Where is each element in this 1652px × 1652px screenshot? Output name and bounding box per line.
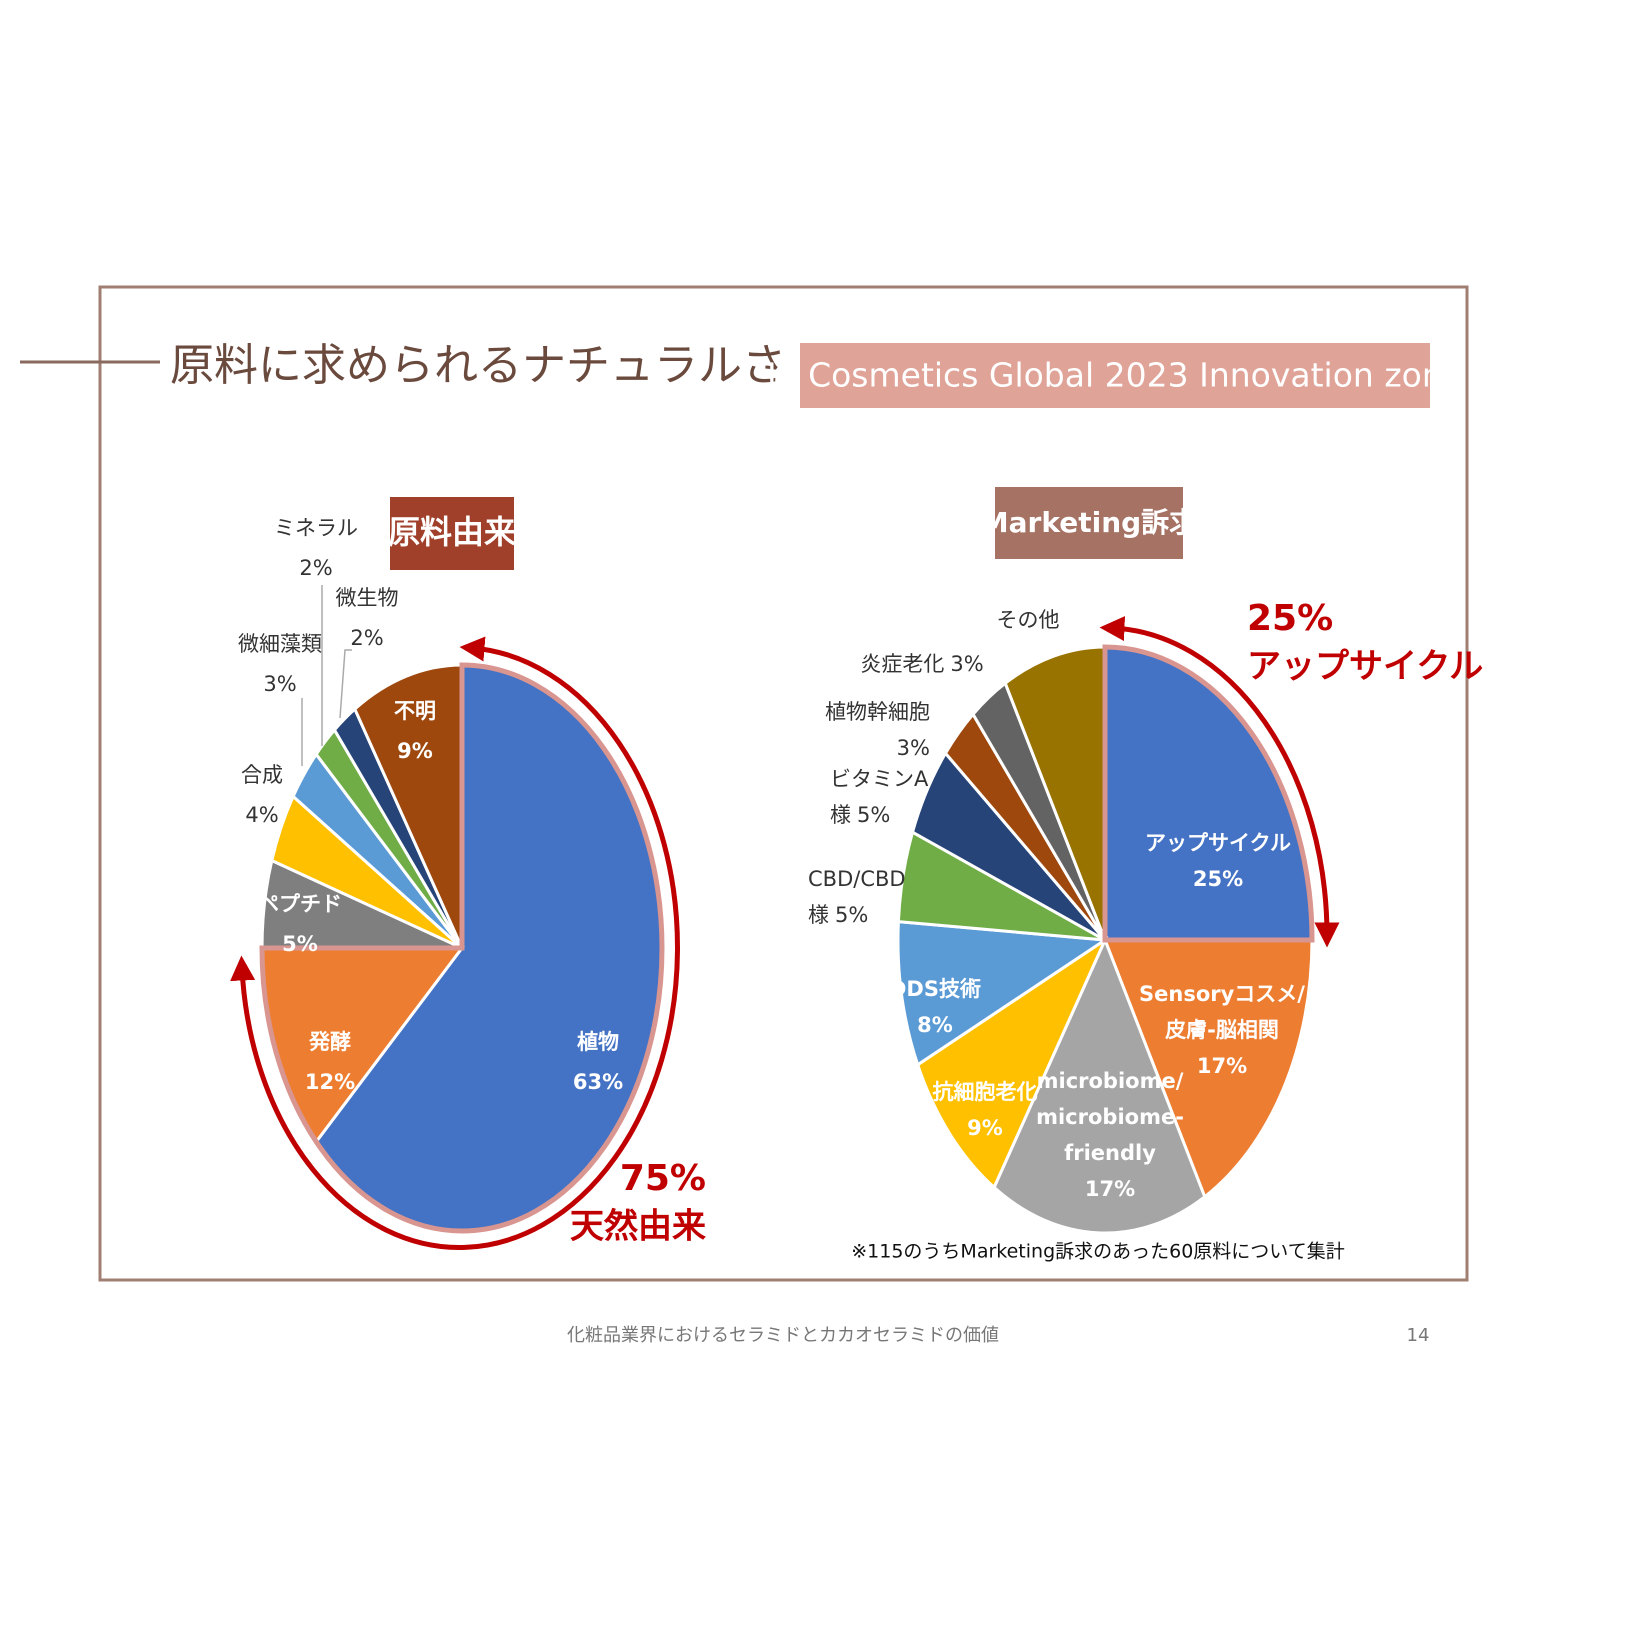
slice-label: 微細藻類 3% <box>238 624 322 704</box>
page-number: 14 <box>1407 1325 1430 1346</box>
value-label: 25% <box>1192 867 1244 891</box>
chart-title-box <box>390 497 514 570</box>
pie-slice <box>1102 938 1314 1200</box>
slice-label: Sensoryコスメ/ 皮膚-脳相関 17% <box>1139 976 1305 1084</box>
footnote: ※115のうちMarketing訴求のあった60原料について集計 <box>851 1241 1345 1263</box>
slice-label: 不明 9% <box>394 691 436 771</box>
badge <box>800 343 1430 408</box>
category-label: 不明 <box>394 699 436 723</box>
pie-slice <box>992 936 1207 1235</box>
slice-label: 植物幹細胞 3% <box>825 694 930 766</box>
slice-label: 微生物 2% <box>336 578 399 658</box>
highlight-outline <box>259 662 665 1234</box>
category-label: 微生物 <box>335 586 399 610</box>
value-label: 9% <box>397 739 433 763</box>
slice-label: ミネラル 2% <box>274 508 358 588</box>
slice-label: microbiome/ microbiome- friendly 17% <box>1036 1063 1184 1207</box>
slice-label: ビタミンA 様 5% <box>830 761 928 833</box>
value-label: 5% <box>835 903 869 927</box>
category-label: ミネラル <box>274 516 358 540</box>
category-label: microbiome/ microbiome- friendly <box>1036 1069 1184 1165</box>
slice-label: 発酵 12% <box>305 1022 355 1102</box>
annotation: 75% <box>620 1158 706 1199</box>
category-label: アップサイクル <box>1145 831 1291 855</box>
value-label: 17% <box>1196 1054 1248 1078</box>
value-label: 63% <box>572 1070 624 1094</box>
footer: 化粧品業界におけるセラミドとカカオセラミドの価値 <box>567 1325 999 1346</box>
category-label: CBD/CBD 様 <box>808 867 906 927</box>
chart-title-box <box>995 487 1183 559</box>
arrow <box>230 636 680 1250</box>
slide-title: 原料に求められるナチュラルさ <box>170 340 786 391</box>
slice-label: ペプチド 5% <box>258 884 342 964</box>
category-label: 炎症老化 <box>860 652 945 676</box>
value-label: 9% <box>967 1116 1003 1140</box>
category-label: 発酵 <box>308 1030 351 1054</box>
value-label: 3% <box>263 672 297 696</box>
value-label: 2% <box>299 556 333 580</box>
slice-label: 植物 63% <box>573 1022 623 1102</box>
value-label: 3% <box>896 736 930 760</box>
slice-label: 炎症老化 3% <box>860 646 983 682</box>
chart-title: 原料由来 <box>388 513 516 551</box>
category-label: 植物 <box>576 1030 619 1054</box>
leader-line <box>339 649 352 719</box>
frame <box>98 285 1469 1282</box>
category-label: ペプチド <box>258 892 342 916</box>
slice-label: CBD/CBD 様 5% <box>808 861 906 933</box>
slice-label: DDS技術 8% <box>889 971 981 1043</box>
chart-title: Marketing訴求 <box>981 506 1197 539</box>
value-label: 17% <box>1084 1177 1136 1201</box>
arrow <box>1099 616 1340 948</box>
badge-text: In Cosmetics Global 2023 Innovation zone <box>767 356 1463 395</box>
value-label: 4% <box>245 803 279 827</box>
annotation: 25% <box>1247 598 1333 639</box>
annotation: 天然由来 <box>570 1207 706 1247</box>
value-label: 12% <box>304 1070 356 1094</box>
slice-label: 合成 4% <box>241 755 283 835</box>
pie-slice <box>896 919 1110 1068</box>
category-label: DDS技術 <box>889 977 981 1001</box>
category-label: Sensoryコスメ/ 皮膚-脳相関 <box>1139 982 1305 1042</box>
category-label: 植物幹細胞 <box>825 700 930 724</box>
category-label: 抗細胞老化 <box>932 1080 1038 1104</box>
annotation: アップサイクル <box>1247 647 1483 687</box>
slice-label: アップサイクル 25% <box>1145 825 1291 897</box>
category-label: その他 <box>996 608 1060 632</box>
value-label: 8% <box>917 1013 953 1037</box>
slice-label: その他 <box>997 602 1060 638</box>
pie-slice <box>915 935 1109 1190</box>
category-label: ビタミンA 様 <box>830 767 929 827</box>
category-label: 微細藻類 <box>238 632 322 656</box>
value-label: 5% <box>857 803 891 827</box>
value-label: 3% <box>950 652 984 676</box>
category-label: 合成 <box>241 763 283 787</box>
value-label: 2% <box>350 626 384 650</box>
slice-label: 抗細胞老化 9% <box>933 1074 1038 1146</box>
value-label: 5% <box>282 932 318 956</box>
